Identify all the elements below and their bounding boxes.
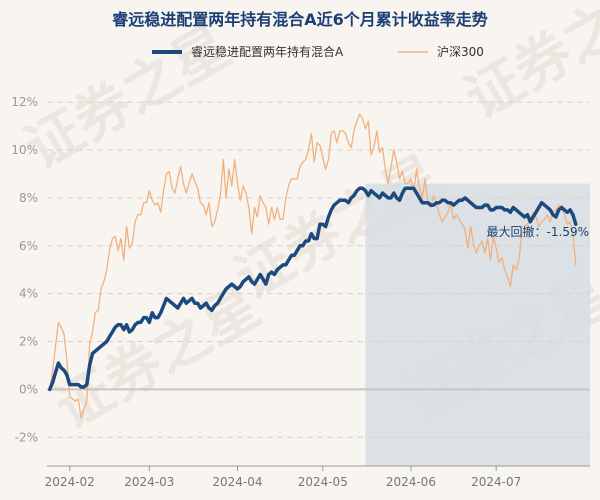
y-tick-label: 8% [19, 191, 38, 205]
legend: 睿远稳进配置两年持有混合A 沪深300 [152, 44, 484, 59]
y-tick-label: 0% [19, 382, 38, 396]
x-tick-label: 2024-05 [298, 475, 348, 489]
max-drawdown-region [365, 183, 590, 466]
legend-label-fund: 睿远稳进配置两年持有混合A [191, 44, 344, 59]
y-tick-label: 6% [19, 239, 38, 253]
y-tick-label: 4% [19, 287, 38, 301]
x-tick-label: 2024-03 [124, 475, 174, 489]
legend-label-index: 沪深300 [437, 45, 484, 59]
y-tick-label: -2% [15, 430, 38, 444]
chart-title: 睿远稳进配置两年持有混合A近6个月累计收益率走势 [112, 10, 488, 29]
series-line-index [49, 113, 577, 419]
series-lines [48, 113, 578, 419]
series-line-fund [48, 186, 578, 392]
watermark-text: 证券之星 [45, 274, 271, 442]
x-tick-label: 2024-07 [471, 475, 521, 489]
y-axis-ticks: -2% 0% 2% 4% 6% 8% 10% 12% [11, 95, 38, 444]
x-tick-label: 2024-04 [212, 475, 262, 489]
gridlines [47, 101, 590, 438]
y-tick-label: 12% [11, 95, 38, 109]
x-tick-label: 2024-02 [45, 475, 95, 489]
y-tick-label: 10% [11, 143, 38, 157]
x-axis-ticks: 2024-02 2024-03 2024-04 2024-05 2024-06 2024-… [45, 466, 521, 489]
x-tick-label: 2024-06 [386, 475, 436, 489]
y-tick-label: 2% [19, 335, 38, 349]
max-drawdown-label: 最大回撤：-1.59% [487, 224, 589, 239]
watermark-text: 证券之星 [15, 14, 241, 182]
